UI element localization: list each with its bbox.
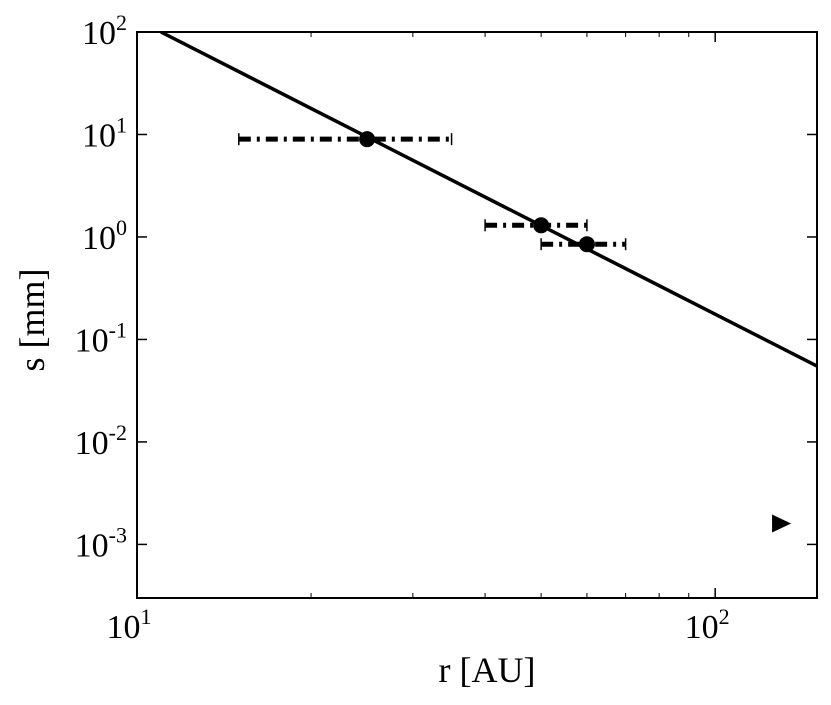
x-axis-label: r [AU] bbox=[439, 650, 536, 690]
x-tick-label: 102 bbox=[685, 604, 730, 646]
y-axis-label: s [mm] bbox=[12, 269, 52, 372]
ticks-layer bbox=[136, 31, 817, 598]
marks-layer bbox=[238, 131, 792, 533]
y-tick-label: 10-1 bbox=[75, 317, 127, 359]
y-tick-label: 10-2 bbox=[75, 420, 127, 462]
fit-line bbox=[160, 32, 817, 368]
plot-layer bbox=[160, 32, 817, 368]
y-tick-label: 100 bbox=[82, 215, 127, 257]
y-tick-label: 101 bbox=[82, 112, 127, 154]
data-point bbox=[578, 236, 595, 253]
y-tick-label: 102 bbox=[82, 10, 127, 52]
y-tick-label: 10-3 bbox=[75, 522, 127, 564]
labels-layer: 101 102 102 101 100 10-1 10-2 10-3 bbox=[75, 10, 730, 646]
data-point bbox=[533, 217, 550, 234]
x-tick-label: 101 bbox=[107, 604, 152, 646]
plot-frame bbox=[136, 31, 818, 599]
data-point bbox=[359, 131, 376, 148]
triangle-marker bbox=[772, 514, 792, 533]
